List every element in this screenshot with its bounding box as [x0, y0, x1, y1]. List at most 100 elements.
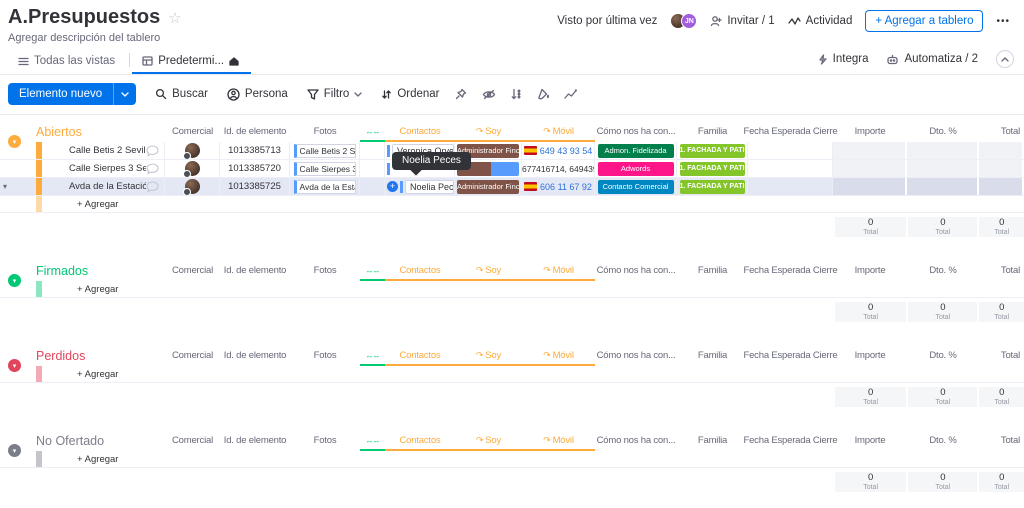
column-header-contactos[interactable]: Contactos	[385, 261, 455, 281]
column-header-movil[interactable]: ↷ Móvil	[522, 122, 595, 142]
board-title[interactable]: A.Presupuestos	[8, 6, 161, 28]
column-header-importe[interactable]: Importe	[854, 349, 886, 361]
column-header-id[interactable]: Id. de elemento	[223, 125, 287, 137]
item-name-cell[interactable]: Calle Sierpes 3 Sevilla	[36, 160, 165, 177]
column-header-id[interactable]: Id. de elemento	[223, 349, 287, 361]
pin-button[interactable]	[455, 88, 467, 100]
chat-bubble-icon[interactable]	[146, 180, 159, 193]
group-collapse-icon[interactable]: ▾	[8, 444, 21, 457]
comercial-cell[interactable]	[165, 178, 220, 195]
column-header-total[interactable]: Total	[1000, 434, 1020, 446]
add-item-label[interactable]: + Agregar	[77, 283, 119, 295]
fotos-cell[interactable]: Calle Sierpes 3 ...	[290, 160, 360, 177]
contactos-cell[interactable]: + Noelia Peces	[385, 178, 455, 195]
color-button[interactable]	[537, 88, 549, 100]
column-header-contactos[interactable]: Contactos	[385, 346, 455, 366]
chat-bubble-icon[interactable]	[146, 144, 159, 157]
integrate-button[interactable]: Integra	[817, 53, 868, 65]
add-item-label[interactable]: + Agregar	[77, 453, 119, 465]
column-header-soy[interactable]: ↷ Soy	[455, 261, 522, 281]
new-item-button[interactable]: Elemento nuevo	[8, 83, 137, 105]
column-header-soy[interactable]: ↷ Soy	[455, 346, 522, 366]
invite-button[interactable]: Invitar / 1	[710, 15, 775, 27]
person-filter-button[interactable]: Persona	[227, 87, 288, 101]
como-cell[interactable]: Adwords	[595, 160, 677, 177]
column-header-total[interactable]: Total	[1000, 264, 1020, 276]
chart-button[interactable]	[563, 89, 577, 100]
column-header-fotos[interactable]: Fotos	[313, 125, 337, 137]
item-name[interactable]: Calle Betis 2 Sevilla	[69, 145, 146, 156]
movil-cell[interactable]: 606 11 67 92	[522, 178, 595, 195]
connect-cell[interactable]	[360, 178, 385, 195]
group-title[interactable]: Firmados	[36, 264, 89, 278]
como-cell[interactable]: Admon. Fidelizada	[595, 142, 677, 159]
column-header-como[interactable]: Cómo nos ha con...	[596, 434, 676, 446]
column-header-total[interactable]: Total	[1000, 349, 1020, 361]
connect-cell[interactable]	[360, 142, 385, 159]
column-header-familia[interactable]: Familia	[697, 434, 728, 446]
new-item-dropdown[interactable]	[113, 83, 136, 105]
column-header-contactos[interactable]: Contactos	[385, 431, 455, 451]
como-status-label[interactable]: Adwords	[597, 161, 674, 176]
como-status-label[interactable]: Contacto Comercial	[597, 179, 674, 194]
add-item-row[interactable]: + Agregar	[0, 281, 1024, 298]
column-header-como[interactable]: Cómo nos ha con...	[596, 125, 676, 137]
phone-number[interactable]: 649 43 93 54	[539, 145, 593, 156]
collapse-header-button[interactable]	[996, 50, 1014, 68]
add-item-row[interactable]: + Agregar	[0, 451, 1024, 468]
column-header-connect-icon[interactable]: ↔↔	[360, 122, 385, 142]
column-header-familia[interactable]: Familia	[697, 264, 728, 276]
tab-all-views[interactable]: Todas las vistas	[8, 51, 127, 74]
hide-columns-button[interactable]	[482, 89, 496, 100]
board-description[interactable]: Agregar descripción del tablero	[8, 32, 161, 44]
sort-button[interactable]: Ordenar	[381, 88, 440, 100]
automate-button[interactable]: Automatiza / 2	[886, 53, 978, 65]
total-cell[interactable]	[979, 160, 1024, 177]
phone-number[interactable]: 606 11 67 92	[540, 181, 592, 192]
column-header-id[interactable]: Id. de elemento	[223, 264, 287, 276]
row-caret-icon[interactable]: ▾	[3, 182, 8, 191]
column-header-total[interactable]: Total	[1000, 125, 1020, 137]
column-header-soy[interactable]: ↷ Soy	[455, 431, 522, 451]
add-item-row[interactable]: + Agregar	[0, 366, 1024, 383]
favorite-star-icon[interactable]: ☆	[168, 9, 182, 27]
new-item-label[interactable]: Elemento nuevo	[19, 88, 103, 100]
chat-bubble-icon[interactable]	[146, 162, 159, 175]
column-header-dto[interactable]: Dto. %	[929, 264, 957, 276]
importe-cell[interactable]	[833, 142, 907, 159]
filter-button[interactable]: Filtro	[307, 88, 363, 100]
column-header-dto[interactable]: Dto. %	[929, 349, 957, 361]
column-header-fecha[interactable]: Fecha Esperada Cierre	[743, 349, 838, 361]
column-header-movil[interactable]: ↷ Móvil	[522, 261, 595, 281]
fecha-cell[interactable]	[748, 160, 833, 177]
soy-cell[interactable]: Administrador Fincas	[455, 178, 522, 195]
comercial-cell[interactable]	[165, 160, 220, 177]
total-cell[interactable]	[979, 142, 1024, 159]
soy-label[interactable]: Administrador Fincas	[457, 179, 519, 194]
avatar[interactable]: JN	[681, 13, 698, 29]
column-header-comercial[interactable]: Comercial	[172, 434, 213, 446]
item-name[interactable]: Avda de la Estación, 4 Morón	[69, 181, 146, 192]
total-cell[interactable]	[979, 178, 1024, 195]
add-item-label[interactable]: + Agregar	[77, 198, 119, 210]
fecha-cell[interactable]	[748, 178, 833, 195]
group-collapse-icon[interactable]: ▾	[8, 135, 21, 148]
search-button[interactable]: Buscar	[155, 88, 208, 100]
board-menu-icon[interactable]: •••	[996, 15, 1010, 27]
column-header-fecha[interactable]: Fecha Esperada Cierre	[743, 264, 838, 276]
avatar[interactable]	[182, 143, 200, 159]
column-header-id[interactable]: Id. de elemento	[223, 434, 287, 446]
importe-cell[interactable]	[833, 178, 907, 195]
dto-cell[interactable]	[907, 160, 979, 177]
add-item-label[interactable]: + Agregar	[77, 368, 119, 380]
group-collapse-icon[interactable]: ▾	[8, 359, 21, 372]
familia-status-label[interactable]: 1. FACHADA Y PATIO	[679, 143, 745, 158]
column-header-connect-icon[interactable]: ↔↔	[360, 261, 385, 281]
fotos-cell[interactable]: Calle Betis 2 Se...	[290, 142, 360, 159]
contact-name[interactable]: Noelia Peces	[405, 179, 454, 194]
dto-cell[interactable]	[907, 142, 979, 159]
familia-cell[interactable]: 1. FACHADA Y PATIO	[677, 142, 748, 159]
column-header-comercial[interactable]: Comercial	[172, 349, 213, 361]
group-by-button[interactable]	[511, 88, 522, 100]
